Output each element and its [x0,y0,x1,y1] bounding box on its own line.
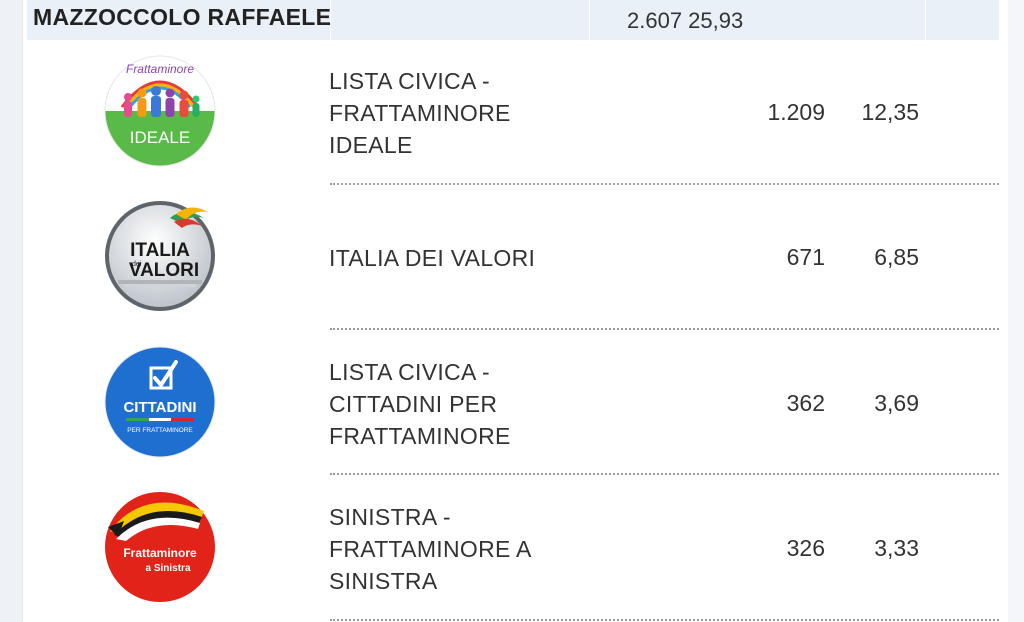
list-votes: 1.209 [767,99,825,125]
logo-text: a Sinistra [145,563,190,574]
logo-text: dei [132,261,142,268]
list-votes: 362 [786,390,825,416]
logo-text: CITTADINI [123,399,196,416]
logo-text: Frattaminore [126,62,194,76]
list-name: LISTA CIVICA - CITTADINI PER FRATTAMINOR… [329,356,539,452]
list-name-line: FRATTAMINORE [329,100,511,126]
list-row: Frattaminore IDEALE LISTA CIVICA - FRATT… [27,55,999,185]
list-name-line: ITALIA DEI VALORI [329,245,536,271]
list-row: Frattaminore a Sinistra SINISTRA - FRATT… [27,491,999,622]
list-percent: 3,33 [874,535,919,561]
logo-text: IDEALE [130,128,190,147]
header-divider [589,0,590,40]
list-name-line: FRATTAMINORE A [329,536,532,562]
list-percent: 6,85 [874,244,919,270]
candidate-header-row: MAZZOCCOLO RAFFAELE 2.607 25,93 [27,0,999,40]
list-row: CITTADINI PER FRATTAMINORE LISTA CIVICA … [27,346,999,476]
candidate-votes-percent: 2.607 25,93 [627,8,744,33]
list-name-line: LISTA CIVICA - [329,359,490,385]
row-separator [330,619,999,621]
cittadini-logo: CITTADINI PER FRATTAMINORE [104,346,216,458]
list-percent: 12,35 [861,99,919,125]
list-votes: 671 [786,244,825,270]
list-name: SINISTRA - FRATTAMINORE A SINISTRA [329,501,539,597]
header-divider [330,0,331,40]
row-separator [330,328,999,330]
list-name: ITALIA DEI VALORI [329,242,589,274]
list-name-line: IDEALE [329,132,413,158]
logo-text: Frattaminore [123,546,197,560]
header-divider [925,0,926,40]
list-row: ITALIA dei VALORI ITALIA DEI VALORI 671 … [27,200,999,330]
logo-text: PER FRATTAMINORE [127,427,193,434]
list-name-line: CITTADINI PER [329,391,498,417]
frattaminore-ideale-logo: Frattaminore IDEALE [104,55,216,167]
list-votes: 326 [786,535,825,561]
candidate-name: MAZZOCCOLO RAFFAELE [33,4,332,30]
list-name: LISTA CIVICA - FRATTAMINORE IDEALE [329,65,539,161]
italia-dei-valori-logo: ITALIA dei VALORI [104,200,216,312]
logo-text: ITALIA [130,240,190,261]
row-separator [330,473,999,475]
list-name-line: LISTA CIVICA - [329,68,490,94]
list-name-line: SINISTRA [329,568,438,594]
logo-text: VALORI [129,260,199,281]
row-separator [330,183,999,185]
list-name-line: FRATTAMINORE [329,423,511,449]
page-edge [1008,0,1024,622]
list-percent: 3,69 [874,390,919,416]
frattaminore-a-sinistra-logo: Frattaminore a Sinistra [104,491,216,603]
list-name-line: SINISTRA - [329,504,451,530]
